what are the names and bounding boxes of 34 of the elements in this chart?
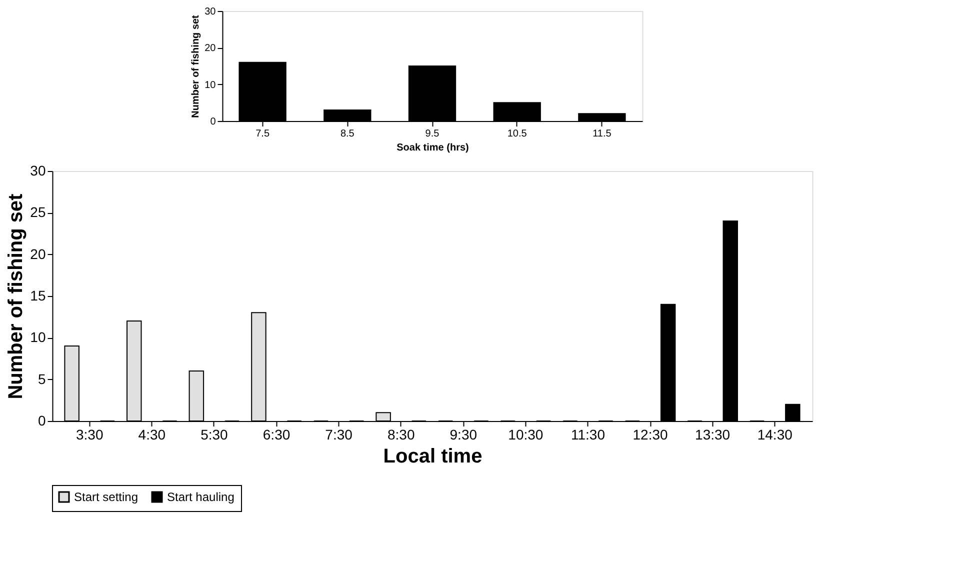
x-tick-label: 9.5	[425, 128, 440, 140]
y-axis-title: Number of fishing set	[5, 193, 28, 400]
x-tick-label: 11:30	[570, 426, 606, 442]
x-tick-label: 9:30	[450, 426, 478, 442]
y-tick-label: 10	[204, 80, 216, 91]
x-tick-label: 8:30	[387, 426, 415, 442]
legend-label: Start setting	[74, 490, 138, 504]
x-tick-label: 3:30	[76, 426, 104, 442]
x-axis-title: Local time	[383, 446, 482, 468]
y-tick-label: 20	[204, 43, 216, 54]
x-tick-label: 8.5	[340, 128, 355, 140]
y-tick-label: 10	[30, 329, 46, 346]
legend-label: Start hauling	[167, 490, 234, 504]
x-tick-label: 14:30	[757, 426, 793, 442]
x-tick-label: 7.5	[256, 128, 270, 140]
y-tick-label: 5	[38, 370, 46, 387]
y-tick-label: 0	[210, 116, 216, 128]
x-tick-label: 12:30	[632, 426, 668, 442]
y-tick-label: 20	[30, 246, 46, 262]
y-tick-label: 30	[204, 6, 216, 18]
x-tick-label: 4:30	[138, 426, 166, 442]
y-axis-title: Number of fishing set	[190, 14, 202, 118]
y-tick-label: 30	[30, 162, 46, 178]
y-tick-label: 15	[30, 288, 46, 304]
x-tick-label: 10.5	[507, 128, 528, 140]
y-tick-label: 0	[38, 412, 46, 428]
x-tick-label: 6:30	[262, 426, 290, 442]
y-tick-label: 25	[30, 204, 46, 220]
x-tick-label: 11.5	[592, 128, 612, 140]
x-tick-label: 5:30	[200, 426, 228, 442]
x-tick-label: 10:30	[508, 426, 544, 442]
x-axis-title: Soak time (hrs)	[396, 142, 469, 154]
x-tick-label: 13:30	[695, 426, 730, 442]
x-tick-label: 7:30	[325, 426, 353, 442]
